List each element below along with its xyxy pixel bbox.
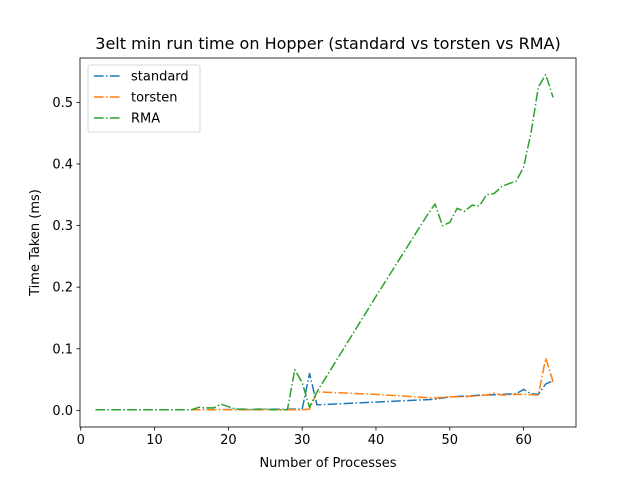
legend-label-torsten: torsten xyxy=(131,91,178,106)
x-tick-label: 0 xyxy=(77,433,85,448)
legend-label-standard: standard xyxy=(131,70,189,85)
y-tick-label: 0.0 xyxy=(52,404,73,419)
plot-area xyxy=(95,73,554,411)
y-tick-label: 0.1 xyxy=(52,342,73,357)
axes: 0 10 20 30 40 50 60 0.0 0.1 0.2 0.3 0.4 0.5 xyxy=(52,57,577,448)
series-line-RMA xyxy=(95,73,554,411)
y-tick-label: 0.4 xyxy=(52,157,73,172)
x-tick-label: 10 xyxy=(146,433,163,448)
x-tick-label: 50 xyxy=(442,433,459,448)
x-tick-label: 30 xyxy=(294,433,311,448)
chart-title: 3elt min run time on Hopper (standard vs… xyxy=(95,34,560,53)
y-tick-label: 0.5 xyxy=(52,96,73,111)
legend-frame xyxy=(87,64,201,133)
plot-frame xyxy=(79,57,577,428)
x-tick-label: 60 xyxy=(515,433,532,448)
x-tick-label: 40 xyxy=(368,433,385,448)
legend-label-RMA: RMA xyxy=(131,112,160,127)
y-axis-title: Time Taken (ms) xyxy=(28,189,43,297)
x-axis-title: Number of Processes xyxy=(259,456,396,471)
y-tick-label: 0.2 xyxy=(52,281,73,296)
legend: standard torsten RMA xyxy=(87,64,201,133)
y-tick-label: 0.3 xyxy=(52,219,73,234)
x-tick-label: 20 xyxy=(220,433,237,448)
